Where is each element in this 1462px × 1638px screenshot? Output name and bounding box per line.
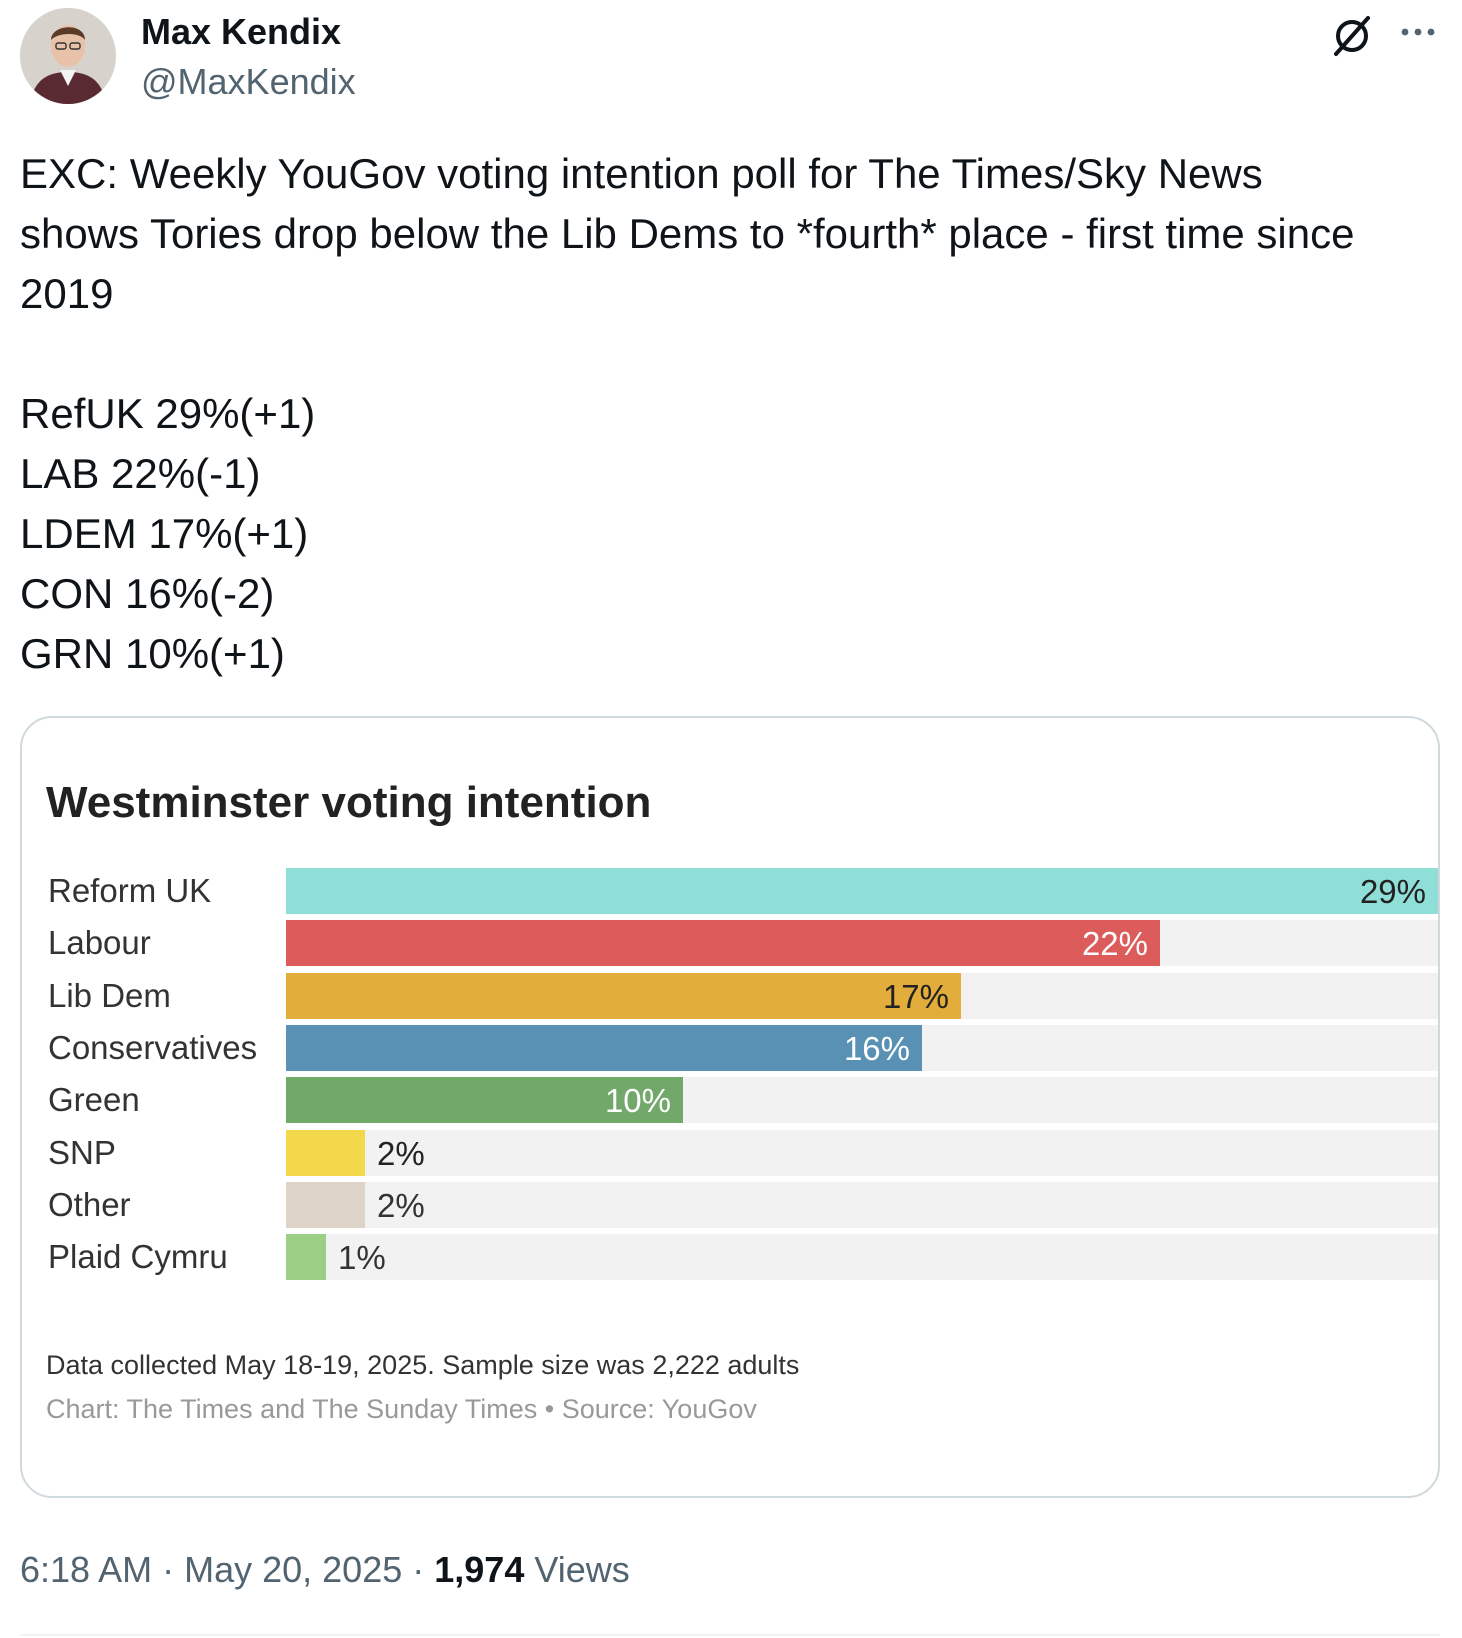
bar-track: 10% [286, 1077, 1438, 1123]
author-name[interactable]: Max Kendix [141, 11, 342, 52]
meta-separator: · [402, 1549, 435, 1590]
data-label: 17% [882, 978, 949, 1015]
data-label: 2% [377, 1135, 425, 1172]
poll-result-line: GRN 10%(+1) [20, 630, 285, 677]
data-label: 2% [377, 1187, 425, 1224]
chart-row: Reform UK 29% [22, 868, 1438, 914]
bar-track: 16% [286, 1025, 1438, 1071]
chart-source: Chart: The Times and The Sunday Times • … [46, 1394, 757, 1424]
bar [286, 1025, 922, 1071]
tweet-text-line: EXC: Weekly YouGov voting intention poll… [20, 150, 1263, 197]
views-label: Views [534, 1549, 630, 1590]
poll-result-line: RefUK 29%(+1) [20, 390, 316, 437]
bar-track: 17% [286, 973, 1438, 1019]
data-label: 22% [1081, 925, 1148, 962]
data-label: 1% [338, 1239, 386, 1276]
bar-track: 22% [286, 920, 1438, 966]
more-icon[interactable] [1396, 12, 1440, 56]
category-label: Green [48, 1081, 140, 1118]
tweet-text-line: 2019 [20, 270, 114, 317]
data-label: 10% [604, 1082, 671, 1119]
avatar-photo [20, 8, 116, 104]
bar [286, 1182, 365, 1228]
bar-track: 2% [286, 1130, 1438, 1176]
chart-row: SNP 2% [22, 1130, 1438, 1176]
bar [286, 1234, 326, 1280]
data-label: 16% [843, 1030, 910, 1067]
chart-row: Green 10% [22, 1077, 1438, 1123]
media-card[interactable]: Westminster voting intention Reform UK 29… [20, 716, 1440, 1498]
chart-row: Labour 22% [22, 920, 1438, 966]
meta-separator: · [152, 1549, 185, 1590]
tweet-text-line: shows Tories drop below the Lib Dems to … [20, 210, 1355, 257]
views-count: 1,974 [434, 1549, 525, 1590]
tweet-meta: 6:18 AM · May 20, 2025 · 1,974 Views [20, 1548, 630, 1592]
category-label: Labour [48, 924, 151, 961]
poll-result-line: CON 16%(-2) [20, 570, 275, 617]
tweet-text: EXC: Weekly YouGov voting intention poll… [20, 144, 1440, 684]
data-label: 29% [1359, 873, 1426, 910]
chart-row: Other 2% [22, 1182, 1438, 1228]
category-label: Reform UK [48, 872, 212, 909]
category-label: SNP [48, 1134, 116, 1171]
bar [286, 868, 1438, 914]
bar [286, 973, 961, 1019]
bar [286, 1130, 365, 1176]
avatar[interactable] [20, 8, 116, 104]
chart-row: Conservatives 16% [22, 1025, 1438, 1071]
tweet-date[interactable]: May 20, 2025 [184, 1549, 403, 1590]
grok-icon[interactable] [1330, 14, 1374, 58]
paragraph-break [20, 324, 1440, 384]
category-label: Plaid Cymru [48, 1238, 228, 1275]
author-handle[interactable]: @MaxKendix [141, 61, 356, 102]
poll-result-line: LAB 22%(-1) [20, 450, 261, 497]
bar-track: 1% [286, 1234, 1438, 1280]
category-label: Conservatives [48, 1029, 258, 1066]
tweet-time[interactable]: 6:18 AM [20, 1549, 153, 1590]
bar [286, 920, 1160, 966]
category-label: Lib Dem [48, 977, 171, 1014]
chart-row: Plaid Cymru 1% [22, 1234, 1438, 1280]
bar-track: 29% [286, 868, 1438, 914]
bar-track: 2% [286, 1182, 1438, 1228]
chart-caption: Data collected May 18-19, 2025. Sample s… [46, 1350, 800, 1380]
bar [286, 1077, 683, 1123]
divider [20, 1634, 1440, 1636]
category-label: Other [48, 1186, 131, 1223]
poll-result-line: LDEM 17%(+1) [20, 510, 309, 557]
chart-row: Lib Dem 17% [22, 973, 1438, 1019]
chart-title: Westminster voting intention [46, 778, 652, 827]
